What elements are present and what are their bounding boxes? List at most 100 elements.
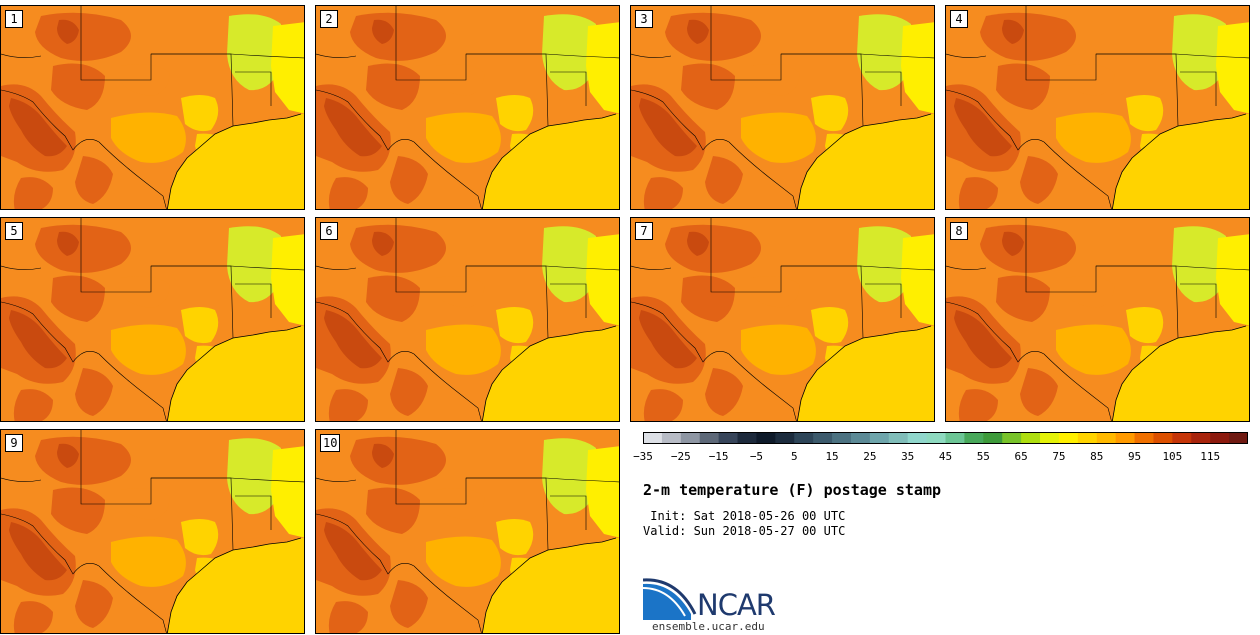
colorbar-swatch — [983, 432, 1003, 444]
temperature-region — [390, 156, 428, 204]
member-panel-10: 10 — [315, 429, 620, 634]
temperature-region — [426, 112, 501, 163]
colorbar-tick-label: −25 — [670, 450, 691, 463]
temperature-region — [996, 63, 1050, 110]
colorbar-swatch — [850, 432, 871, 444]
temperature-region — [496, 95, 534, 132]
colorbar-swatch — [1115, 432, 1136, 444]
temperature-region — [271, 446, 304, 538]
state-border — [80, 218, 234, 339]
valid-time: Valid: Sun 2018-05-27 00 UTC — [643, 524, 846, 538]
colorbar-swatch — [926, 432, 947, 444]
state-border — [466, 477, 619, 483]
temperature-region — [271, 234, 304, 326]
temperature-region — [639, 310, 697, 369]
temperature-region — [1056, 112, 1131, 163]
temperature-region — [181, 519, 219, 556]
colorbar-swatch — [661, 432, 682, 444]
state-border — [395, 6, 549, 127]
state-border — [1180, 283, 1217, 318]
colorbar-swatch — [643, 432, 663, 444]
temperature-region — [324, 98, 382, 157]
temperature-map — [631, 218, 934, 421]
colorbar-tick-label: 75 — [1052, 450, 1066, 463]
temperature-region — [324, 310, 382, 369]
temperature-region — [324, 522, 382, 581]
member-panel-1: 1 — [0, 5, 305, 210]
temperature-region — [51, 487, 105, 534]
colorbar-frame — [643, 432, 1248, 444]
temperature-region — [643, 389, 683, 421]
state-border — [1, 513, 167, 633]
temperature-region — [426, 324, 501, 375]
temperature-region — [586, 234, 619, 326]
colorbar-swatch — [1210, 432, 1230, 444]
state-border — [1, 53, 42, 58]
colorbar-swatch — [1172, 432, 1192, 444]
colorbar-tick-label: 115 — [1200, 450, 1221, 463]
temperature-region — [390, 368, 428, 416]
colorbar-tick-label: 55 — [976, 450, 990, 463]
state-border — [631, 301, 797, 421]
colorbar-swatch — [888, 432, 909, 444]
state-border — [1096, 53, 1249, 59]
member-label: 10 — [320, 434, 341, 452]
temperature-region — [181, 95, 219, 132]
temperature-region — [1020, 368, 1058, 416]
member-label: 9 — [5, 434, 23, 452]
state-border — [151, 477, 304, 483]
state-border — [631, 89, 797, 209]
temperature-region — [366, 487, 420, 534]
state-border — [781, 265, 934, 271]
temperature-region — [901, 234, 934, 326]
temperature-region — [996, 275, 1050, 322]
state-border — [946, 265, 987, 270]
gulf-of-mexico — [797, 326, 934, 421]
state-border — [631, 53, 672, 58]
colorbar-swatch — [869, 432, 890, 444]
state-border — [395, 218, 549, 339]
state-border — [1, 265, 42, 270]
temperature-region — [681, 275, 735, 322]
state-border — [1, 477, 42, 482]
state-border — [316, 53, 357, 58]
colorbar-swatch — [775, 432, 795, 444]
colorbar-tick-label: 25 — [863, 450, 877, 463]
member-panel-4: 4 — [945, 5, 1250, 210]
temperature-map — [631, 6, 934, 209]
temperature-region — [1172, 226, 1228, 303]
temperature-region — [328, 389, 368, 421]
temperature-region — [1020, 156, 1058, 204]
colorbar-swatch — [1096, 432, 1117, 444]
state-border — [235, 71, 272, 106]
figure-title: 2-m temperature (F) postage stamp — [643, 481, 942, 499]
gulf-of-mexico — [797, 114, 934, 209]
colorbar — [643, 432, 1248, 444]
temperature-region — [1172, 14, 1228, 91]
gulf-of-mexico — [167, 538, 304, 633]
temperature-region — [51, 63, 105, 110]
temperature-region — [496, 307, 534, 344]
ncar-logo-icon — [643, 578, 697, 620]
colorbar-ticks: −35 −25 −15 −5 5 15 25 35 45 55 65 75 85 95 105 115 — [633, 450, 1258, 466]
colorbar-swatch — [1191, 432, 1211, 444]
colorbar-swatch — [737, 432, 758, 444]
state-border — [550, 71, 587, 106]
temperature-region — [496, 519, 534, 556]
temperature-region — [954, 98, 1012, 157]
temperature-region — [958, 389, 998, 421]
colorbar-tick-label: 65 — [1014, 450, 1028, 463]
coastline — [796, 325, 932, 421]
coastline — [166, 113, 302, 209]
temperature-region — [13, 389, 53, 421]
member-panel-7: 7 — [630, 217, 935, 422]
temperature-region — [181, 307, 219, 344]
state-border — [1, 89, 167, 209]
state-border — [1180, 71, 1217, 106]
temperature-region — [13, 177, 53, 209]
temperature-region — [75, 368, 113, 416]
member-label: 5 — [5, 222, 23, 240]
temperature-region — [426, 536, 501, 587]
temperature-region — [57, 443, 79, 468]
state-border — [466, 265, 619, 271]
